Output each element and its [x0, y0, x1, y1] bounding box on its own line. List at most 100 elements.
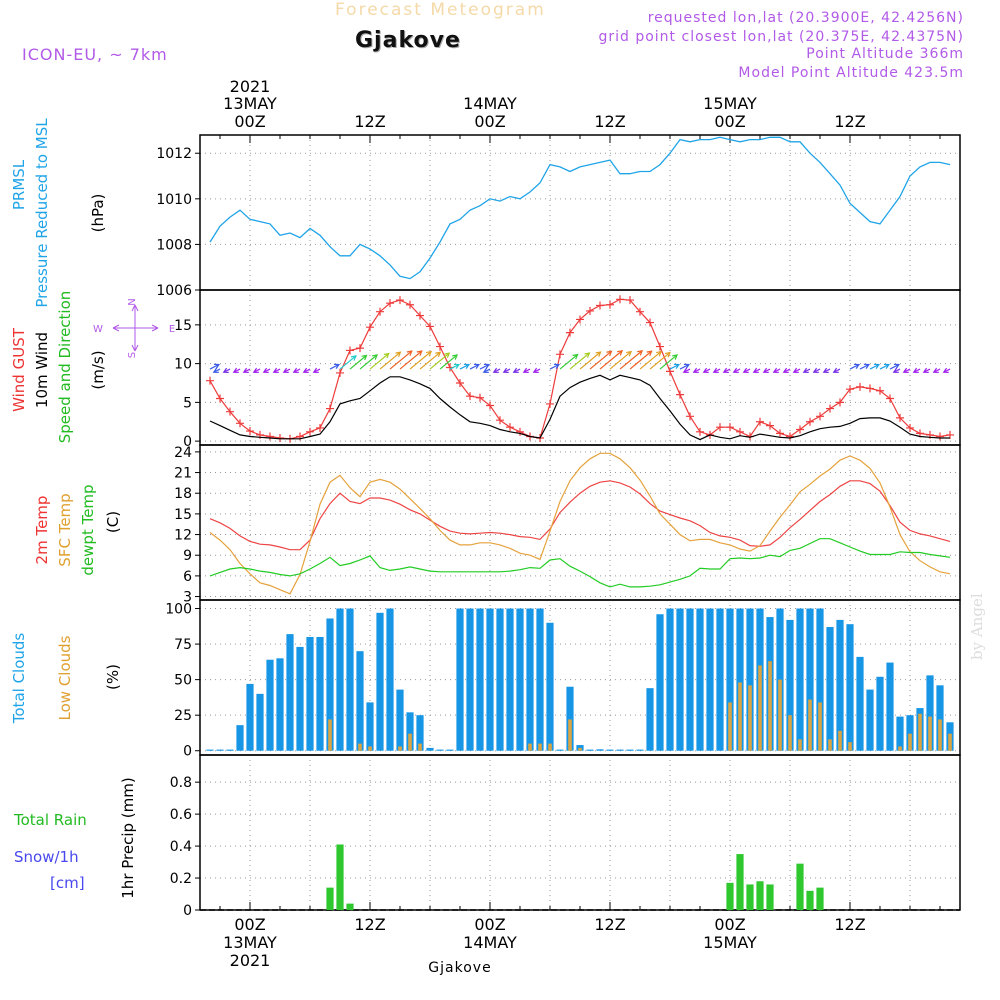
wind-direction-arrow: [579, 351, 602, 370]
wind-direction-arrow: [359, 354, 378, 370]
point-altitude: Point Altitude 366m: [806, 46, 964, 62]
total-cloud-bar: [596, 749, 604, 751]
total-cloud-bar: [476, 608, 484, 751]
wind-direction-arrow: [479, 363, 491, 370]
gust-marker: [236, 419, 244, 428]
gust-marker: [616, 295, 624, 304]
total-cloud-bar: [876, 676, 884, 751]
low-clouds-label: Low Clouds: [56, 635, 74, 720]
bottom-year-label: 2021: [230, 951, 271, 970]
gust-marker: [426, 322, 434, 331]
gust-marker: [676, 390, 684, 399]
wind-direction-arrow: [639, 350, 663, 370]
wind-direction-arrow: [209, 363, 221, 370]
gust-marker: [906, 423, 914, 432]
compass-north: N: [127, 298, 138, 305]
wind-direction-arrow: [512, 367, 521, 373]
top-time-label: 12Z: [834, 112, 865, 131]
total-cloud-bar: [406, 712, 414, 751]
gust-marker: [476, 393, 484, 402]
top-date-label: 13MAY: [223, 94, 277, 113]
y-tick-label: 1008: [156, 237, 192, 253]
total-cloud-bar: [716, 608, 724, 751]
pressure-label-long: Pressure Reduced to MSL: [33, 118, 51, 308]
gust-marker: [586, 306, 594, 315]
total-cloud-bar: [416, 715, 424, 751]
low-cloud-bar: [328, 719, 332, 751]
gust-marker: [266, 432, 274, 441]
low-cloud-bar: [928, 716, 932, 751]
wind-direction-arrow: [869, 363, 881, 370]
wind-direction-arrow: [569, 352, 591, 370]
wind-direction-arrow: [532, 367, 541, 373]
total-cloud-bar: [456, 608, 464, 751]
y-tick-label: 21: [174, 466, 192, 482]
total-cloud-bar: [516, 608, 524, 751]
total-cloud-bar: [226, 749, 234, 751]
wind-direction-arrow: [369, 352, 390, 370]
wind-direction-arrow: [772, 367, 781, 373]
total-cloud-bar: [866, 689, 874, 751]
gust-marker: [326, 404, 334, 413]
wind-direction-arrow: [669, 363, 681, 370]
low-cloud-bar: [528, 743, 532, 751]
gust-marker: [506, 423, 514, 432]
gust-marker: [366, 323, 374, 332]
total-cloud-bar: [496, 608, 504, 751]
low-cloud-bar: [578, 747, 582, 751]
gust-marker: [896, 413, 904, 422]
low-cloud-bar: [548, 743, 552, 751]
panel-frame: [199, 289, 961, 446]
gust-marker: [566, 328, 574, 337]
low-cloud-bar: [918, 713, 922, 751]
wind-direction-arrow: [599, 349, 624, 370]
top-time-label: 00Z: [474, 112, 505, 131]
total-clouds-label: Total Clouds: [10, 633, 28, 725]
gust-marker: [886, 394, 894, 403]
wind-direction-arrow: [902, 367, 911, 373]
gust-marker: [456, 379, 464, 387]
total-cloud-bar: [286, 634, 294, 751]
top-time-label: 00Z: [714, 112, 745, 131]
rain-bar: [766, 884, 774, 910]
gust-marker: [816, 412, 824, 421]
gust-marker: [786, 432, 794, 441]
gust-marker: [546, 399, 554, 408]
low-cloud-bar: [418, 743, 422, 751]
wind-direction-arrow: [549, 363, 561, 370]
low-cloud-bar: [818, 702, 822, 751]
wind-direction-arrow: [222, 367, 231, 373]
temp-sfc-label: SFC Temp: [56, 493, 74, 566]
rain-bar: [346, 903, 354, 910]
gust-marker: [636, 307, 644, 316]
rain-bar: [746, 884, 754, 910]
rain-bar: [796, 863, 804, 910]
temp-sfc-line: [209, 452, 951, 595]
gust-marker: [356, 344, 364, 353]
wind-direction-arrow: [722, 367, 731, 373]
gust-marker: [216, 394, 224, 403]
total-cloud-bar: [926, 675, 934, 751]
wind-direction-arrow: [449, 363, 461, 370]
temp-2m-label: 2m Temp: [33, 496, 51, 565]
total-cloud-bar: [296, 646, 304, 751]
bottom-time-label: 12Z: [594, 915, 625, 934]
pressure-line: [209, 136, 951, 280]
total-cloud-bar: [936, 685, 944, 751]
bottom-time-label: 12Z: [834, 915, 865, 934]
gust-marker: [866, 384, 874, 393]
total-cloud-bar: [256, 693, 264, 751]
wind-direction-arrow: [492, 367, 501, 373]
wind-direction-arrow: [349, 354, 368, 370]
gust-marker: [776, 429, 784, 438]
wind-direction-arrow: [329, 363, 341, 370]
panel-frame: [199, 754, 961, 911]
bottom-time-label: 00Z: [474, 915, 505, 934]
compass-arrows: [112, 304, 159, 352]
wind-direction-arrow: [559, 353, 579, 370]
y-tick-label: 0.4: [170, 839, 192, 855]
y-tick-label: 1006: [156, 283, 192, 299]
total-cloud-bar: [426, 747, 434, 751]
top-time-label: 12Z: [594, 112, 625, 131]
